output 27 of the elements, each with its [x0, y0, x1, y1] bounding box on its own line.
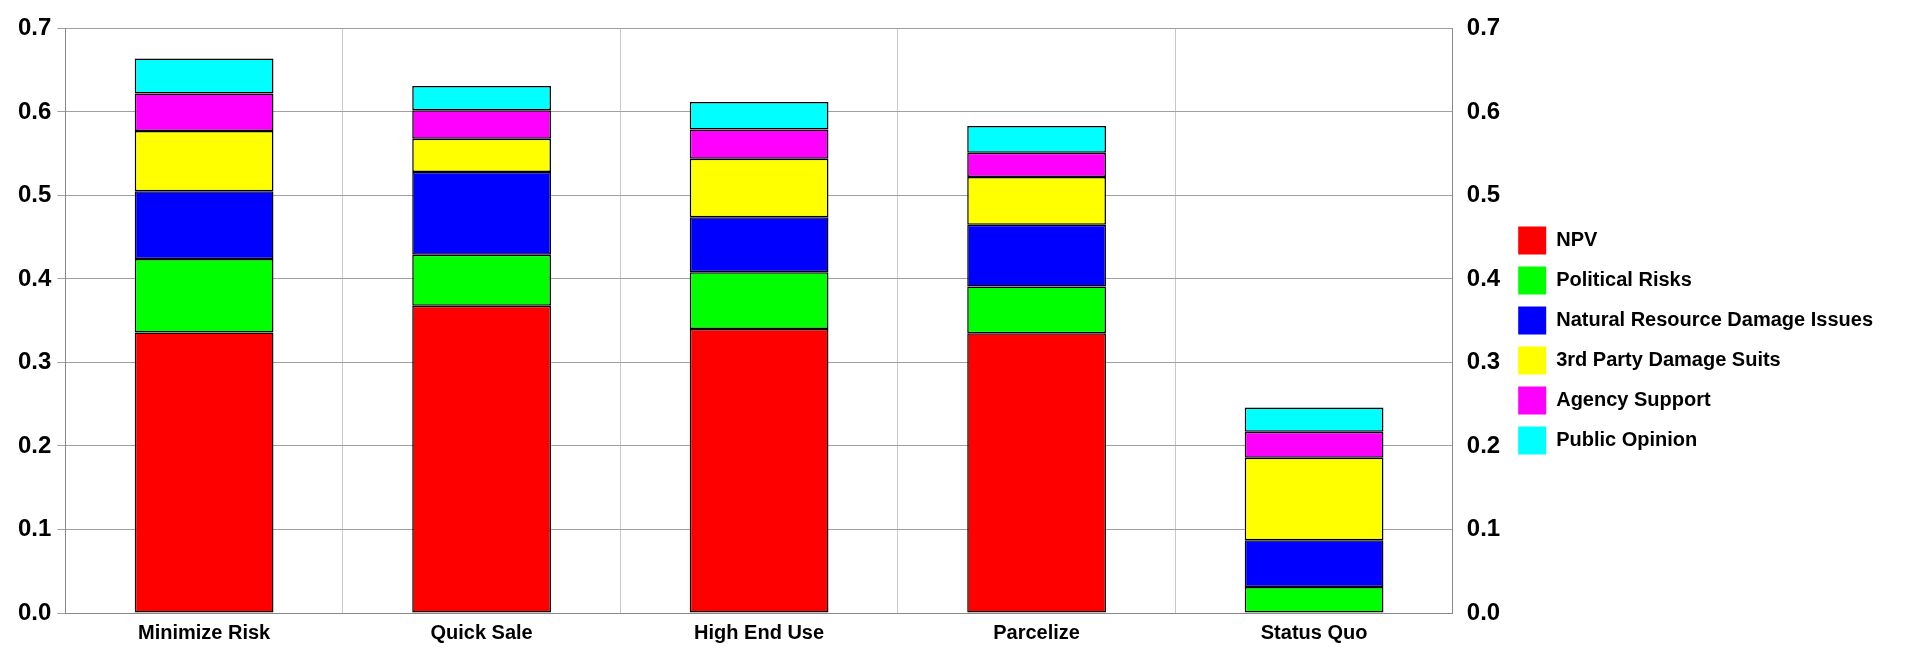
- legend-label: Natural Resource Damage Issues: [1556, 308, 1874, 331]
- y2-tick-label: 0.1: [1466, 514, 1501, 542]
- y-tick-label: 0.6: [17, 96, 52, 124]
- y2-tick-label: 0.0: [1466, 597, 1501, 625]
- legend-label: Public Opinion: [1556, 428, 1698, 451]
- y2-tick-label: 0.2: [1466, 430, 1501, 458]
- x-tick-label: Quick Sale: [430, 620, 533, 643]
- y-tick-label: 0.3: [17, 347, 52, 375]
- y2-tick-label: 0.6: [1466, 96, 1501, 124]
- y2-tick-label: 0.3: [1466, 347, 1501, 375]
- y-tick-label: 0.5: [17, 180, 52, 208]
- y2-tick-label: 0.4: [1466, 263, 1501, 291]
- y-tick-label: 0.2: [17, 430, 52, 458]
- x-tick-label: High End Use: [694, 620, 825, 643]
- y-tick-label: 0.7: [17, 13, 52, 41]
- y-tick-label: 0.1: [17, 514, 52, 542]
- x-tick-label: Parcelize: [993, 620, 1080, 643]
- y2-tick-label: 0.5: [1466, 180, 1501, 208]
- legend-label: Agency Support: [1556, 388, 1711, 411]
- legend-label: 3rd Party Damage Suits: [1556, 348, 1781, 371]
- x-tick-label: Minimize Risk: [137, 620, 272, 643]
- legend-label: NPV: [1556, 228, 1598, 251]
- x-tick-label: Status Quo: [1260, 620, 1368, 643]
- y-tick-label: 0.0: [17, 597, 52, 625]
- legend-label: Political Risks: [1556, 268, 1692, 291]
- y2-tick-label: 0.7: [1466, 13, 1501, 41]
- y-tick-label: 0.4: [17, 263, 52, 291]
